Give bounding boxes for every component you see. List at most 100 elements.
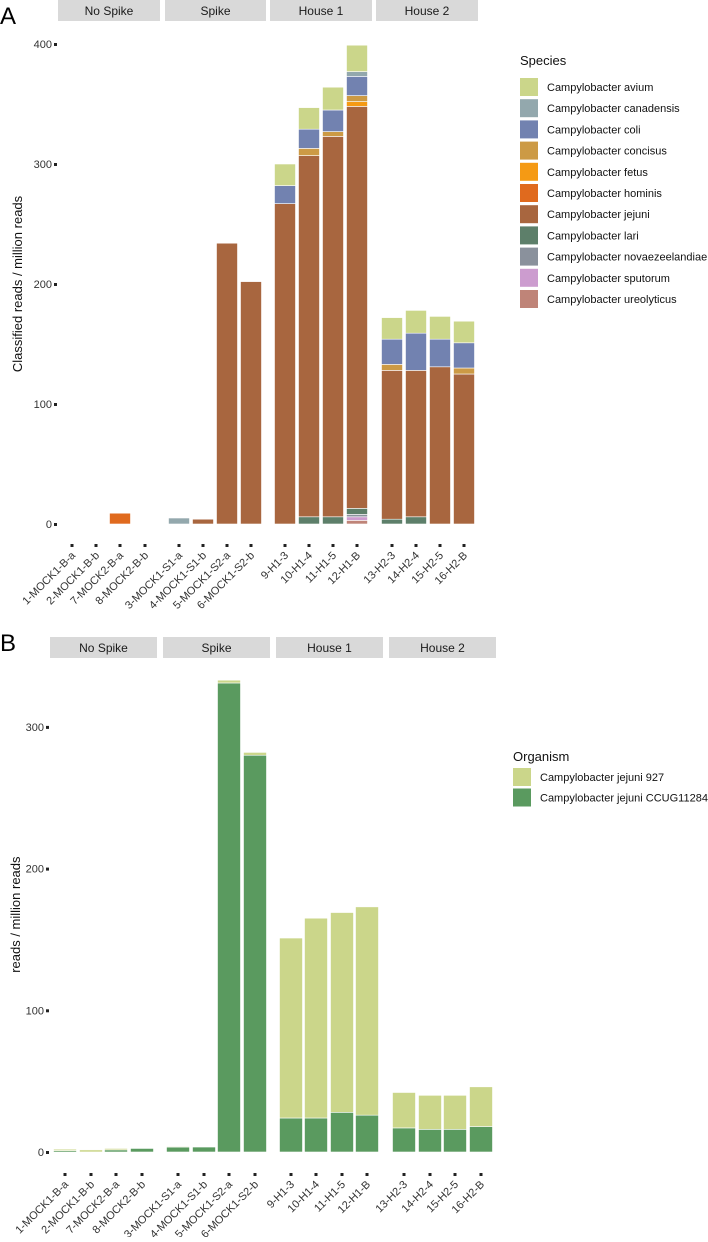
bar-stack	[298, 107, 320, 525]
x-tick-mark	[89, 1173, 93, 1176]
bar-stack	[109, 512, 131, 525]
bar-stack	[274, 163, 296, 525]
facet-strip-label: House 2	[420, 641, 465, 655]
bar-stack	[330, 912, 354, 1153]
legend: Organism Campylobacter jejuni 927 Campylob…	[513, 749, 708, 807]
bar-segment	[130, 1148, 154, 1153]
legend-label: Campylobacter fetus	[547, 167, 648, 179]
x-tick-mark	[355, 544, 359, 547]
x-tick-mark	[314, 1173, 318, 1176]
bar-segment	[405, 516, 427, 525]
facet-strip-label: No Spike	[85, 4, 134, 18]
legend-swatch	[520, 268, 538, 287]
bar-stack	[381, 317, 403, 525]
legend-label: Campylobacter coli	[547, 124, 641, 136]
y-tick-mark	[46, 867, 49, 871]
y-tick-label: 0	[38, 1147, 44, 1159]
facet-strip	[376, 0, 478, 21]
bar-segment	[453, 342, 475, 369]
bar-stack	[304, 917, 328, 1153]
bar-segment	[243, 754, 267, 1153]
bar-segment	[355, 1114, 379, 1153]
legend-swatch	[520, 99, 538, 118]
panel-label: B	[0, 630, 16, 657]
x-tick-mark	[118, 544, 122, 547]
bar-segment	[346, 514, 368, 518]
legend-swatch	[520, 290, 538, 308]
bar-segment	[243, 752, 267, 756]
bar-stack	[168, 517, 190, 525]
legend-swatch	[520, 205, 538, 224]
x-tick-mark	[453, 1173, 457, 1176]
legend-title: Organism	[513, 749, 569, 764]
bar-segment	[381, 518, 403, 525]
legend-swatch	[520, 120, 538, 139]
facet-strip	[389, 637, 496, 658]
bar-segment	[104, 1149, 128, 1153]
bar-segment	[418, 1095, 442, 1130]
panel-b: B No Spike Spike House 1 House 2 0 100 200 300 re…	[0, 630, 708, 1241]
x-tick-mark	[283, 544, 287, 547]
legend-swatch	[513, 768, 531, 786]
bar-stack	[192, 518, 214, 525]
bar-segment	[392, 1127, 416, 1153]
legend-swatch	[513, 788, 531, 807]
legend: Species Campylobacter avium Campylobacter …	[520, 53, 707, 308]
bar-stack	[355, 906, 379, 1153]
facet-strip	[50, 637, 157, 658]
bar-stack	[192, 1146, 216, 1153]
bar-segment	[381, 364, 403, 371]
bar-segment	[109, 512, 131, 525]
legend-swatch	[520, 78, 538, 96]
x-tick-mark	[340, 1173, 344, 1176]
facet-strip	[58, 0, 160, 21]
bar-segment	[168, 517, 190, 525]
bar-segment	[330, 912, 354, 1113]
facet-strip-label: Spike	[201, 641, 231, 655]
bar-segment	[346, 44, 368, 72]
x-tick-mark	[70, 544, 74, 547]
bar-segment	[216, 242, 238, 525]
facet-strip-label: House 1	[307, 641, 352, 655]
x-tick-mark	[414, 544, 418, 547]
y-axis-title: Classified reads / million reads	[10, 195, 25, 372]
bar-segment	[381, 370, 403, 520]
x-tick-mark	[249, 544, 253, 547]
bar-stack	[130, 1148, 154, 1153]
y-tick-mark	[54, 523, 57, 526]
bar-stack	[429, 316, 451, 525]
bar-segment	[79, 1149, 103, 1153]
legend-swatch	[520, 162, 538, 181]
bar-segment	[418, 1129, 442, 1153]
bar-segment	[405, 370, 427, 518]
bar-stack	[79, 1149, 103, 1153]
bar-segment	[469, 1086, 493, 1127]
bar-stack	[469, 1086, 493, 1153]
y-tick-label: 200	[34, 279, 52, 291]
bar-stack	[240, 281, 262, 525]
bar-segment	[240, 281, 262, 525]
bar-segment	[298, 148, 320, 156]
bar-segment	[274, 163, 296, 186]
facet-strip-label: No Spike	[79, 641, 128, 655]
x-tick-mark	[331, 544, 335, 547]
legend-swatch	[520, 226, 538, 245]
bar-segment	[443, 1095, 467, 1130]
x-tick-mark	[428, 1173, 432, 1176]
y-tick-label: 400	[34, 39, 52, 51]
x-tick-mark	[63, 1173, 67, 1176]
bar-segment	[322, 86, 344, 111]
bar-segment	[346, 101, 368, 107]
x-tick-mark	[227, 1173, 231, 1176]
legend-label: Campylobacter ureolyticus	[547, 294, 677, 306]
bar-segment	[322, 136, 344, 518]
bar-segment	[405, 310, 427, 334]
bar-segment	[381, 317, 403, 340]
facet-strip	[165, 0, 266, 21]
x-tick-mark	[225, 544, 229, 547]
y-axis-title: reads / million reads	[8, 856, 23, 973]
x-tick-mark	[253, 1173, 257, 1176]
bar-segment	[429, 316, 451, 340]
x-tick-mark	[177, 544, 181, 547]
